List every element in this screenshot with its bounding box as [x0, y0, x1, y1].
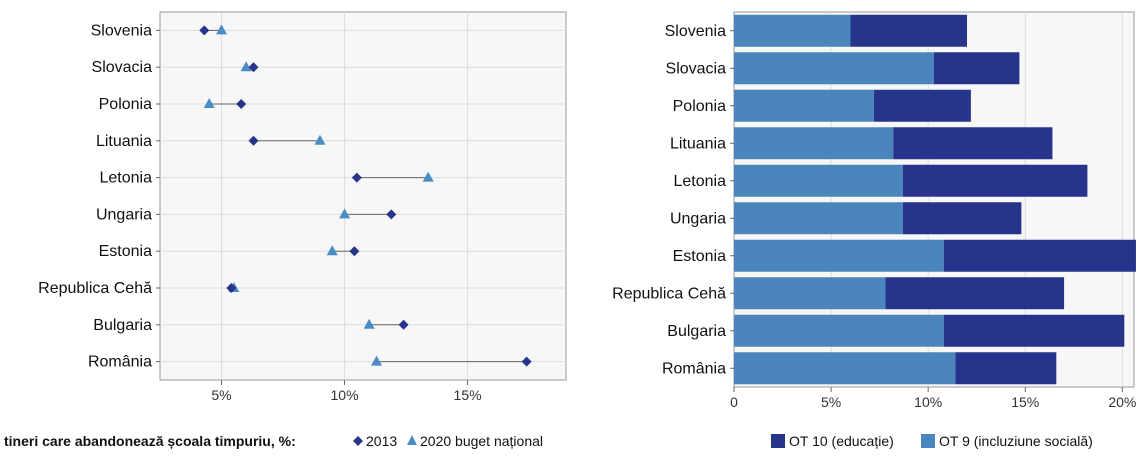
- dot-plot-point-2020-bulgaria: [363, 318, 375, 329]
- dot-plot-point-2020-polonia: [203, 98, 215, 108]
- bar-ot9-lituania: [734, 127, 894, 160]
- dot-plot-tick-label: 5%: [211, 387, 231, 403]
- stacked-bar-marks: [734, 14, 1136, 385]
- dot-plot-point-2013-lituania: [248, 135, 259, 146]
- dot-plot-point-2013-ungaria: [386, 209, 397, 220]
- stacked-bar-category-estonia: Estonia: [673, 248, 726, 265]
- dot-plot-point-2020-romania: [371, 355, 383, 366]
- dot-plot-point-2020-ungaria: [339, 208, 351, 219]
- bar-ot10-estonia: [943, 239, 1136, 272]
- dot-plot-point-2013-bulgaria: [398, 319, 409, 330]
- bar-ot10-letonia: [902, 164, 1088, 197]
- stacked-bar-category-romania: România: [662, 360, 726, 377]
- dot-plot-category-ungaria: Ungaria: [96, 206, 152, 223]
- bar-ot10-romania: [955, 352, 1057, 385]
- bar-ot9-slovenia: [734, 14, 851, 47]
- dot-plot-category-bulgaria: Bulgaria: [93, 317, 152, 334]
- legend-diamond-marker: [353, 436, 363, 446]
- stacked-bar-category-polonia: Polonia: [673, 98, 726, 115]
- legend-item-ot10: OT 10 (educație): [789, 433, 894, 449]
- bar-ot9-republica-ceha: [734, 277, 886, 310]
- legend-item-2020: 2020 buget național: [420, 433, 543, 449]
- dot-plot-point-2020-estonia: [326, 245, 338, 256]
- dot-plot-point-2013-republica-ceha: [226, 283, 237, 293]
- stacked-bar-category-ungaria: Ungaria: [670, 210, 726, 227]
- dot-plot-tick-label: 10%: [331, 387, 359, 403]
- dot-plot-category-republica-ceha: Republica Cehă: [38, 280, 152, 297]
- stacked-bar-tick-label: 20%: [1108, 394, 1136, 410]
- dot-plot-category-romania: România: [88, 354, 152, 371]
- bar-ot10-ungaria: [902, 202, 1022, 235]
- dot-plot-area: [159, 11, 567, 381]
- stacked-bar-legend: OT 10 (educație) OT 9 (incluziune social…: [771, 433, 1093, 449]
- dot-plot-point-2020-letonia: [422, 171, 434, 182]
- bar-ot9-ungaria: [734, 202, 903, 235]
- dot-plot-category-letonia: Letonia: [100, 170, 153, 187]
- dot-plot-point-2020-slovenia: [216, 24, 228, 35]
- bar-ot9-romania: [734, 352, 956, 385]
- legend-swatch-ot10: [771, 434, 785, 448]
- stacked-bar-category-bulgaria: Bulgaria: [667, 323, 726, 340]
- stacked-bar-tick-label: 15%: [1011, 394, 1039, 410]
- bar-ot9-letonia: [734, 164, 903, 197]
- bar-ot10-slovenia: [850, 14, 968, 47]
- legend-item-2013: 2013: [366, 433, 397, 449]
- dot-plot-tick-label: 15%: [454, 387, 482, 403]
- dot-plot-point-2013-polonia: [236, 99, 247, 109]
- bar-ot10-polonia: [873, 89, 971, 122]
- dot-plot-category-lituania: Lituania: [96, 133, 152, 150]
- bar-ot9-polonia: [734, 89, 874, 122]
- bar-ot9-estonia: [734, 239, 944, 272]
- dot-plot-category-estonia: Estonia: [99, 243, 152, 260]
- dot-plot-point-2020-lituania: [314, 134, 326, 145]
- stacked-bar-category-slovenia: Slovenia: [665, 23, 726, 40]
- dot-plot-chart: Slovenia Slovacia Polonia Lituania Letonia Un…: [38, 11, 567, 403]
- dot-plot-point-2013-romania: [521, 356, 532, 367]
- dot-plot-legend-title: tineri care abandonează școala timpuriu,…: [4, 433, 296, 449]
- legend-item-ot9: OT 9 (incluziune socială): [939, 433, 1093, 449]
- dot-plot-point-2013-letonia: [351, 172, 362, 183]
- dot-plot-marks: [199, 24, 532, 367]
- dot-plot-legend: tineri care abandonează școala timpuriu,…: [4, 433, 543, 449]
- dot-plot-category-labels: Slovenia Slovacia Polonia Lituania Letonia Un…: [38, 22, 160, 371]
- stacked-bar-category-lituania: Lituania: [670, 135, 726, 152]
- bar-ot9-bulgaria: [734, 314, 944, 347]
- dot-plot-point-2020-slovacia: [240, 61, 252, 72]
- dot-plot-category-slovacia: Slovacia: [92, 59, 153, 76]
- stacked-bar-tick-label: 0: [730, 394, 738, 410]
- dot-plot-x-ticks: 5% 10% 15%: [211, 380, 482, 403]
- stacked-bar-category-republica-ceha: Republica Cehă: [612, 285, 726, 302]
- bar-ot10-slovacia: [934, 52, 1020, 85]
- bar-ot9-slovacia: [734, 52, 934, 85]
- stacked-bar-tick-label: 10%: [914, 394, 942, 410]
- dot-plot-point-2013-slovenia: [199, 25, 210, 36]
- stacked-bar-x-ticks: 0 5% 10% 15% 20%: [730, 387, 1136, 410]
- dot-plot-category-slovenia: Slovenia: [91, 22, 152, 39]
- stacked-bar-chart: Slovenia Slovacia Polonia Lituania Letonia Un…: [612, 11, 1136, 410]
- legend-triangle-marker: [407, 435, 417, 445]
- bar-ot10-republica-ceha: [885, 277, 1065, 310]
- stacked-bar-tick-label: 5%: [821, 394, 841, 410]
- stacked-bar-category-letonia: Letonia: [674, 173, 727, 190]
- bar-ot10-lituania: [893, 127, 1053, 160]
- dot-plot-category-polonia: Polonia: [99, 96, 152, 113]
- stacked-bar-category-slovacia: Slovacia: [666, 60, 727, 77]
- bar-ot10-bulgaria: [943, 314, 1125, 347]
- legend-swatch-ot9: [921, 434, 935, 448]
- stacked-bar-category-labels: Slovenia Slovacia Polonia Lituania Letonia Un…: [612, 23, 734, 377]
- dot-plot-point-2013-estonia: [349, 246, 360, 257]
- dot-plot-point-2013-slovacia: [248, 62, 259, 73]
